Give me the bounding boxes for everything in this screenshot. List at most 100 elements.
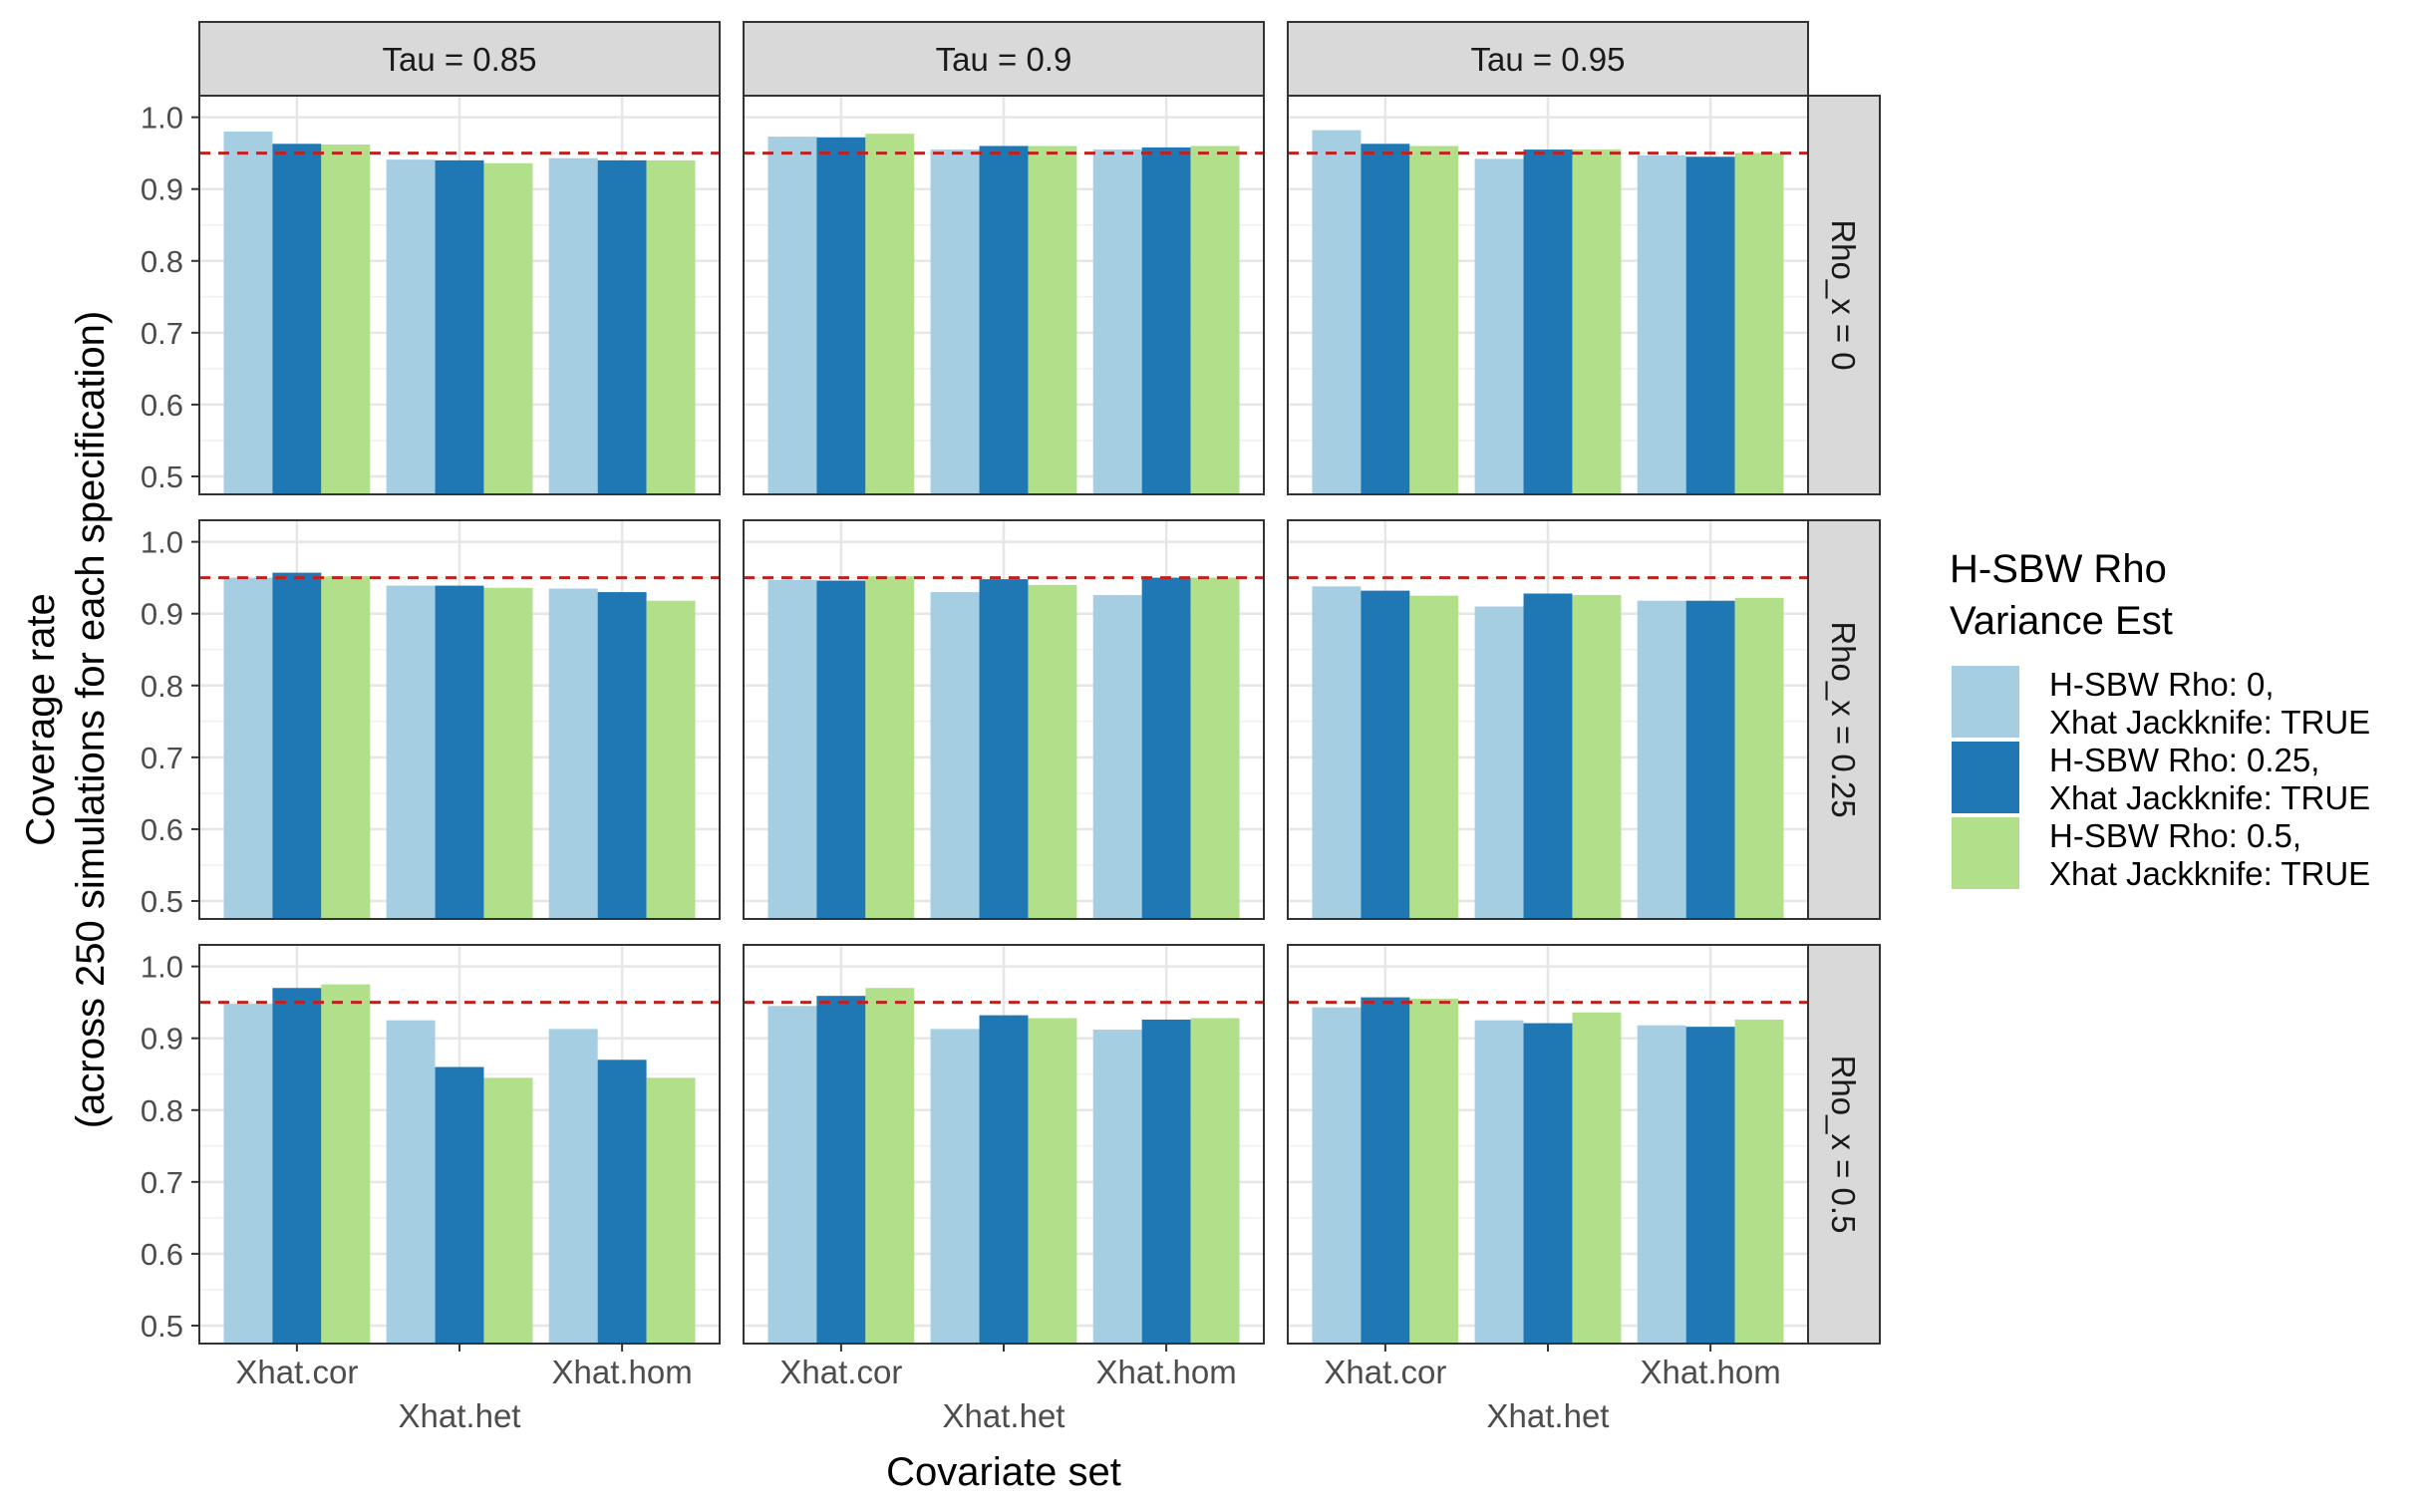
bar — [1637, 1025, 1686, 1344]
y-tick-label: 0.5 — [141, 884, 183, 919]
facet-strip-right — [1807, 95, 1881, 495]
bar — [1092, 1030, 1142, 1344]
bar — [816, 996, 866, 1344]
x-tick-label: Xhat.cor — [235, 1354, 358, 1390]
legend-label-line2: Xhat Jackknife: TRUE — [2049, 704, 2370, 741]
bar — [597, 592, 647, 919]
y-tick-label: 0.8 — [141, 1093, 183, 1128]
bar — [1190, 577, 1240, 919]
facet-label-row: Rho_x = 0 — [1825, 219, 1862, 370]
bar — [979, 579, 1029, 919]
bar — [272, 988, 322, 1344]
facet-label-row: Rho_x = 0.25 — [1825, 621, 1862, 817]
facet-label-column: Tau = 0.85 — [382, 41, 536, 78]
bar — [1685, 1027, 1735, 1344]
y-tick-label: 0.9 — [141, 172, 183, 207]
facet-strip-right — [1807, 519, 1881, 920]
bar — [435, 159, 484, 494]
y-tick-label: 0.9 — [141, 597, 183, 632]
bar — [548, 588, 598, 919]
bar — [1734, 1019, 1784, 1344]
panel-border — [1287, 519, 1809, 920]
bar — [483, 587, 533, 919]
x-tick-label: Xhat.het — [943, 1397, 1065, 1434]
bar — [548, 1029, 598, 1344]
y-axis-title-line1: Coverage rate — [19, 593, 63, 845]
bar — [1637, 154, 1686, 494]
panel-border — [743, 95, 1265, 495]
x-tick-label: Xhat.hom — [1096, 1354, 1237, 1390]
bar — [816, 137, 866, 494]
bar — [1190, 1018, 1240, 1344]
x-tick-label: Xhat.hom — [1641, 1354, 1781, 1390]
legend-label-line1: H-SBW Rho: 0.5, — [2049, 817, 2301, 854]
bar — [1523, 593, 1573, 919]
bar — [930, 592, 980, 919]
y-tick-label: 1.0 — [141, 525, 183, 560]
legend-label-line1: H-SBW Rho: 0.25, — [2049, 742, 2319, 778]
bar — [646, 159, 696, 494]
bar — [865, 988, 915, 1344]
facet-label-column: Tau = 0.95 — [1470, 41, 1625, 78]
bar — [767, 137, 817, 494]
bar — [1312, 130, 1362, 494]
x-tick-label: Xhat.het — [399, 1397, 521, 1434]
y-axis-title-line2: (across 250 simulations for each specifi… — [69, 311, 113, 1128]
bar — [1312, 586, 1362, 919]
bar — [646, 1077, 696, 1344]
x-tick-label: Xhat.hom — [552, 1354, 693, 1390]
bar — [1141, 1019, 1191, 1344]
bar — [1734, 152, 1784, 494]
bar — [1685, 156, 1735, 494]
y-tick-label: 0.9 — [141, 1022, 183, 1057]
x-tick-label: Xhat.het — [1487, 1397, 1610, 1434]
facet-label-column: Tau = 0.9 — [936, 41, 1072, 78]
y-tick-label: 0.6 — [141, 812, 183, 847]
bar — [386, 159, 436, 494]
bar — [1361, 590, 1410, 919]
bar — [1685, 600, 1735, 919]
panel-border — [1287, 95, 1809, 495]
bar — [321, 984, 371, 1344]
bar — [1637, 600, 1686, 919]
bar — [272, 572, 322, 919]
y-tick-label: 0.5 — [141, 459, 183, 494]
bar — [1312, 1007, 1362, 1344]
bar — [321, 145, 371, 494]
legend-key — [1952, 742, 2019, 813]
bar — [597, 1059, 647, 1344]
bar — [1141, 147, 1191, 494]
bar — [1092, 150, 1142, 494]
bar — [223, 132, 273, 494]
bar — [1361, 144, 1410, 495]
legend-title-line2: Variance Est — [1950, 599, 2173, 643]
panel-border — [198, 95, 721, 495]
bar — [1409, 999, 1459, 1344]
x-tick-label: Xhat.cor — [779, 1354, 902, 1390]
bar — [1523, 1023, 1573, 1344]
bar — [1523, 150, 1573, 494]
y-tick-label: 0.8 — [141, 244, 183, 279]
y-tick-label: 0.7 — [141, 316, 183, 351]
bar — [223, 1004, 273, 1344]
bar — [386, 585, 436, 919]
bar — [1474, 606, 1524, 919]
legend-label-line1: H-SBW Rho: 0, — [2049, 666, 2275, 703]
facet-strip-top — [743, 21, 1265, 97]
panel-border — [198, 519, 721, 920]
facet-strip-top — [198, 21, 721, 97]
facet-strip-top — [1287, 21, 1809, 97]
bar — [1028, 146, 1077, 495]
bar — [223, 577, 273, 919]
y-tick-label: 0.5 — [141, 1309, 183, 1344]
bar — [767, 1006, 817, 1344]
y-tick-label: 1.0 — [141, 950, 183, 985]
bar — [865, 576, 915, 919]
legend-key — [1952, 817, 2019, 889]
bar — [1028, 584, 1077, 919]
bar — [1572, 1012, 1622, 1344]
bar — [1474, 1020, 1524, 1344]
bar — [767, 579, 817, 919]
